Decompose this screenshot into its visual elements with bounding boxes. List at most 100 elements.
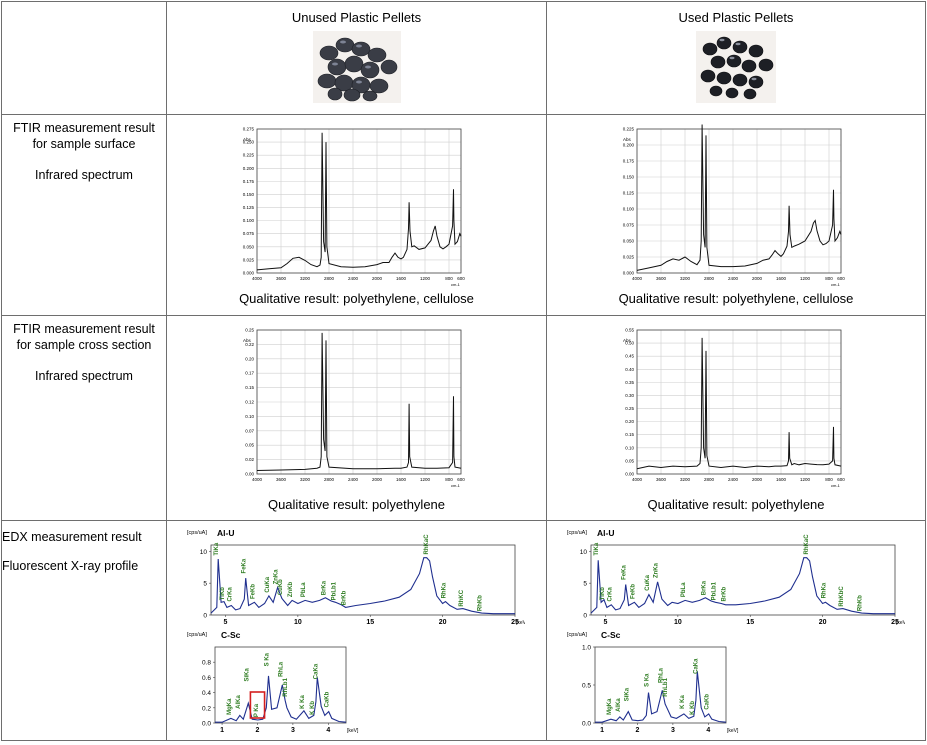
ftir-surface-unused-chart: 0.000 0.025 0.050 0.075 0.100 0.125 0.150 0.175… (243, 127, 466, 288)
y-axis-label: [cps/uA] (187, 530, 207, 536)
x-tick-label: 4000 (632, 477, 643, 482)
peak-label: TiKb (600, 587, 606, 601)
peak-label: RhKa (821, 582, 827, 598)
y-tick-label: 0.125 (623, 191, 635, 196)
ftir-cross-unused-result: Qualitative result: polyethylene (267, 497, 446, 512)
y-tick-label: 0.150 (243, 192, 255, 197)
x-tick-label: 2000 (372, 477, 383, 482)
y-tick-label: 0.000 (623, 271, 635, 276)
x-tick-label: 20 (819, 619, 827, 626)
peak-label: CuKa (265, 576, 271, 592)
unused-header-cell: Unused Plastic Pellets (166, 1, 547, 115)
y-tick-label: 0.07 (245, 428, 254, 433)
x-tick-label: 5 (604, 619, 608, 626)
peak-label: K Ka (300, 694, 306, 708)
peak-label: RhKb (858, 595, 864, 611)
peak-label: FeKa (622, 565, 628, 580)
y-tick-label: 0.10 (625, 445, 634, 450)
peak-label: SiKa (624, 687, 630, 701)
x-tick-label: 1 (600, 727, 604, 734)
y-tick-label: 0.200 (243, 166, 255, 171)
y-tick-label: 0.2 (202, 705, 211, 712)
edx-csc-unused-chart: [cps/uA] C-Sc 0.0 0.2 0.4 0.6 0.8 1 2 3 4 [keV] MgKa… (187, 630, 359, 734)
y-axis-label: Abs (623, 137, 632, 142)
x-tick-label: 1200 (420, 276, 431, 281)
x-tick-label: 1200 (800, 276, 811, 281)
peak-label: PbLb1 (711, 581, 717, 600)
x-tick-label: 800 (825, 276, 833, 281)
peak-label: RhLa (658, 667, 664, 683)
x-tick-label: 2000 (752, 477, 763, 482)
peak-label: S Ka (645, 673, 651, 687)
y-tick-label: 0.025 (623, 255, 635, 260)
peak-label: RhLa (278, 661, 284, 677)
y-tick-label: 0.5 (582, 683, 591, 690)
x-tick-label: 4000 (252, 477, 263, 482)
chart-title: Al-U (217, 528, 234, 538)
x-tick-label: 5 (224, 619, 228, 626)
y-tick-label: 0.175 (243, 179, 255, 184)
y-tick-label: 0.40 (625, 367, 634, 372)
y-tick-label: 0.20 (625, 419, 634, 424)
y-tick-label: 0.55 (625, 328, 634, 333)
y-tick-label: 0.30 (625, 393, 634, 398)
x-tick-label: 4 (706, 727, 710, 734)
x-tick-label: 1600 (396, 477, 407, 482)
ftir-cross-used-chart: 0.00 0.05 0.10 0.15 0.20 0.25 0.30 0.35 0.40 0.45… (623, 328, 845, 489)
peak-label: MgKa (607, 698, 613, 715)
y-tick-label: 0.12 (245, 400, 254, 405)
ftir-cross-sublabel: Infrared spectrum (35, 369, 133, 383)
spectrum-line (636, 337, 842, 470)
ftir-cross-label-cell: FTIR measurement result for sample cross… (1, 315, 167, 521)
edx-alu-used-chart: [cps/uA] Al-U 0 5 10 5 10 15 20 25[keV] TiKa TiKbCr… (567, 528, 905, 626)
y-tick-label: 0 (203, 613, 207, 620)
ftir-surface-used-cell: 0.000 0.025 0.050 0.075 0.100 0.125 0.150 0.175… (546, 114, 926, 316)
plot-frame (594, 646, 727, 724)
x-tick-label: 1600 (776, 477, 787, 482)
peak-label: BrKb (342, 590, 348, 605)
x-axis-label: cm-1 (831, 282, 841, 287)
peak-label: PbLa (301, 582, 307, 597)
y-tick-label: 0.050 (623, 239, 635, 244)
plot-frame (636, 128, 842, 274)
xray-profile-line (210, 557, 515, 615)
x-tick-label: 2000 (752, 276, 763, 281)
x-tick-label: 2400 (728, 477, 739, 482)
y-tick-label: 0.20 (245, 356, 254, 361)
y-tick-label: 0.075 (243, 231, 255, 236)
xray-profile-line (215, 675, 347, 723)
y-tick-label: 0.6 (202, 675, 211, 682)
x-tick-label: 4 (326, 727, 330, 734)
peak-label: FeKb (250, 584, 256, 599)
edx-used-cell: [cps/uA]Al-U0510510152025[keV]TiKaTiKbCr… (546, 520, 926, 741)
ftir-cross-unused-cell: 0.00 0.02 0.05 0.07 0.10 0.12 0.15 0.17 0.20 0.22… (166, 315, 547, 521)
ftir-surface-sublabel: Infrared spectrum (35, 168, 133, 182)
y-tick-label: 0.10 (245, 414, 254, 419)
x-tick-label: 2800 (324, 477, 335, 482)
x-axis-label: [keV] (727, 728, 739, 734)
peak-label: BrKa (321, 580, 327, 595)
x-tick-label: 2400 (348, 477, 359, 482)
x-tick-label: 600 (837, 276, 845, 281)
ftir-surface-unused-result: Qualitative result: polyethylene, cellul… (239, 291, 474, 306)
peak-label: RhKb (478, 595, 484, 611)
x-tick-label: 800 (825, 477, 833, 482)
edx-label-cell: EDX measurement result Fluorescent X-ray… (1, 520, 167, 741)
peak-label: AlKa (236, 694, 242, 708)
y-tick-label: 0.05 (245, 443, 254, 448)
peak-label: CuKa (645, 574, 651, 590)
y-tick-label: 0.25 (625, 406, 634, 411)
x-tick-label: 800 (445, 477, 453, 482)
x-tick-label: 25 (511, 619, 519, 626)
ftir-surface-label-line1: FTIR measurement result (13, 121, 155, 135)
edx-label-line1: EDX measurement result (2, 530, 142, 544)
x-axis-label: cm-1 (831, 483, 841, 488)
x-tick-label: 2 (636, 727, 640, 734)
y-tick-label: 0.000 (243, 271, 255, 276)
peak-label: SiKa (244, 668, 250, 682)
plot-frame (256, 329, 462, 475)
spectrum-line (256, 132, 462, 271)
x-tick-label: 10 (674, 619, 682, 626)
x-tick-label: 4000 (252, 276, 263, 281)
